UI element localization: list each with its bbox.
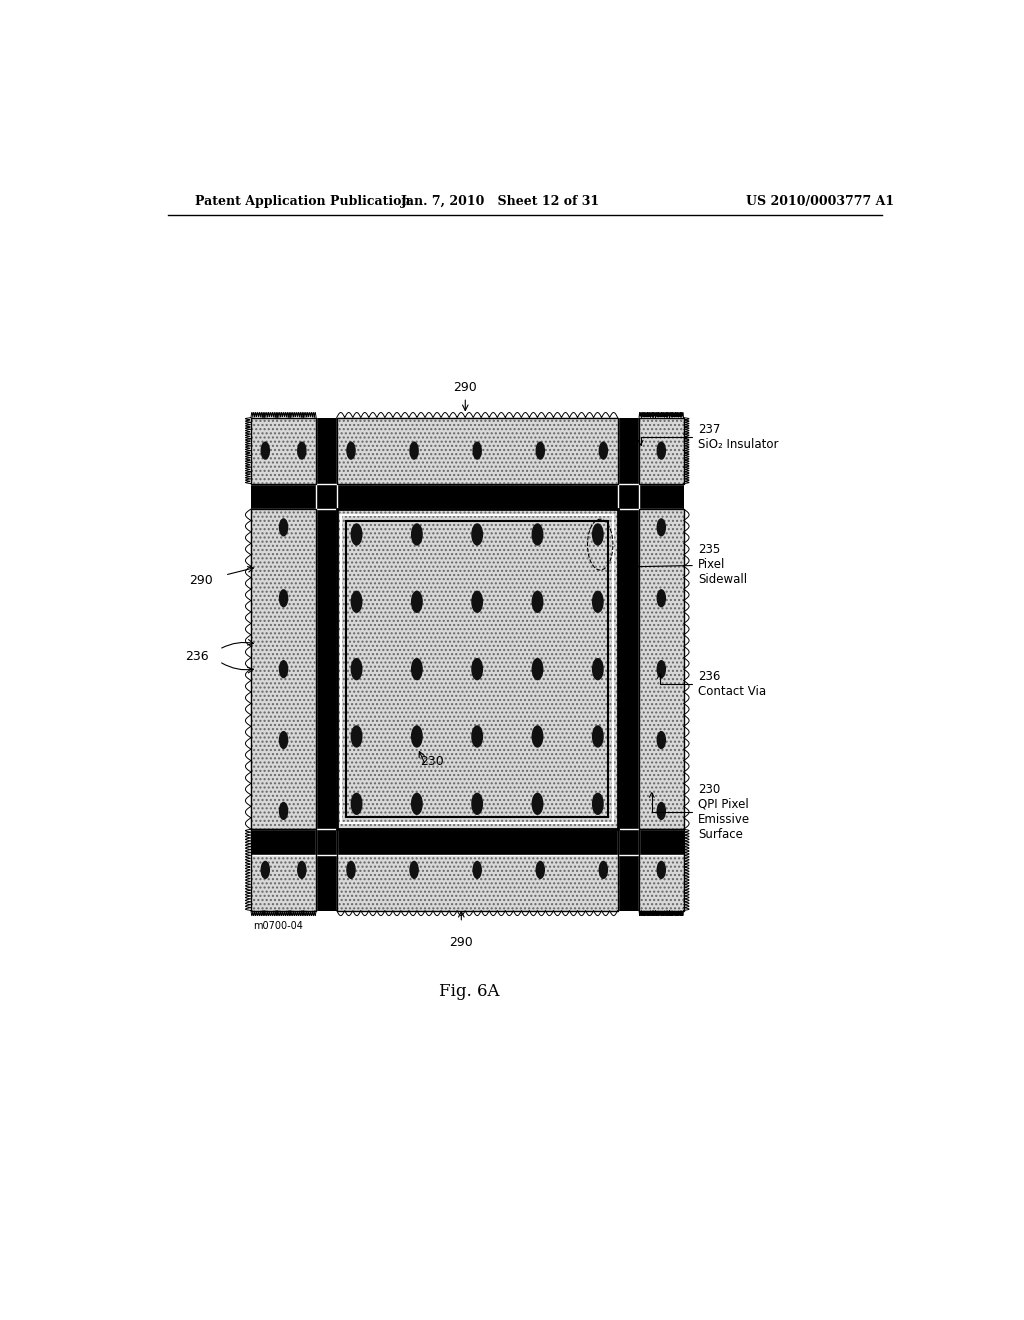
Bar	[251, 417, 316, 483]
Text: 290: 290	[454, 381, 477, 395]
Ellipse shape	[279, 731, 289, 750]
Bar	[251, 510, 316, 829]
Bar	[639, 417, 684, 483]
Ellipse shape	[472, 861, 482, 879]
Ellipse shape	[592, 725, 604, 747]
Ellipse shape	[260, 861, 270, 879]
Bar	[639, 510, 684, 829]
Ellipse shape	[531, 523, 544, 545]
Ellipse shape	[279, 801, 289, 820]
Bar	[639, 829, 684, 911]
Ellipse shape	[536, 441, 545, 459]
Ellipse shape	[592, 792, 604, 814]
Text: US 2010/0003777 A1: US 2010/0003777 A1	[745, 194, 894, 207]
Ellipse shape	[592, 657, 604, 680]
Ellipse shape	[410, 861, 419, 879]
Ellipse shape	[346, 441, 355, 459]
Text: 236: 236	[185, 649, 209, 663]
Text: 235
Pixel
Sidewall: 235 Pixel Sidewall	[624, 544, 746, 586]
Ellipse shape	[297, 861, 306, 879]
Ellipse shape	[599, 441, 608, 459]
Ellipse shape	[346, 861, 355, 879]
Bar	[639, 829, 684, 911]
Bar	[251, 510, 316, 829]
Bar	[251, 510, 316, 829]
Ellipse shape	[279, 519, 289, 536]
Ellipse shape	[472, 441, 482, 459]
Ellipse shape	[411, 792, 423, 814]
Bar	[251, 829, 316, 911]
Text: Patent Application Publication: Patent Application Publication	[196, 194, 411, 207]
Ellipse shape	[350, 523, 362, 545]
Ellipse shape	[656, 861, 666, 879]
Ellipse shape	[531, 725, 544, 747]
Bar	[251, 483, 684, 510]
Bar	[316, 417, 337, 911]
Ellipse shape	[592, 590, 604, 612]
Ellipse shape	[350, 792, 362, 814]
Bar	[639, 417, 684, 483]
Bar	[337, 829, 617, 911]
Ellipse shape	[279, 660, 289, 678]
Text: 290: 290	[189, 574, 213, 586]
Ellipse shape	[411, 590, 423, 612]
Ellipse shape	[531, 590, 544, 612]
Ellipse shape	[350, 725, 362, 747]
Ellipse shape	[411, 523, 423, 545]
Ellipse shape	[656, 441, 666, 459]
Ellipse shape	[471, 523, 483, 545]
Ellipse shape	[531, 657, 544, 680]
Ellipse shape	[592, 523, 604, 545]
Ellipse shape	[471, 792, 483, 814]
Ellipse shape	[599, 861, 608, 879]
Bar	[251, 417, 316, 483]
Ellipse shape	[279, 589, 289, 607]
Bar	[341, 515, 613, 824]
Ellipse shape	[471, 657, 483, 680]
Ellipse shape	[471, 725, 483, 747]
Text: 237
SiO₂ Insulator: 237 SiO₂ Insulator	[638, 422, 778, 451]
Text: Fig. 6A: Fig. 6A	[439, 983, 500, 1001]
Bar	[251, 829, 316, 911]
Ellipse shape	[656, 801, 666, 820]
Ellipse shape	[656, 660, 666, 678]
Ellipse shape	[531, 792, 544, 814]
Ellipse shape	[656, 589, 666, 607]
Bar	[337, 417, 617, 483]
Ellipse shape	[656, 731, 666, 750]
Ellipse shape	[350, 590, 362, 612]
Ellipse shape	[411, 725, 423, 747]
Bar	[639, 417, 684, 483]
Bar	[337, 417, 617, 483]
Ellipse shape	[410, 441, 419, 459]
Ellipse shape	[656, 519, 666, 536]
Bar	[337, 829, 617, 911]
Ellipse shape	[297, 441, 306, 459]
Text: m0700-04: m0700-04	[253, 921, 303, 931]
Ellipse shape	[471, 590, 483, 612]
Bar	[251, 417, 316, 483]
Bar	[346, 521, 608, 817]
Bar	[251, 829, 316, 911]
Ellipse shape	[536, 861, 545, 879]
Bar	[639, 829, 684, 911]
Text: Jan. 7, 2010   Sheet 12 of 31: Jan. 7, 2010 Sheet 12 of 31	[401, 194, 600, 207]
Text: 230: 230	[420, 755, 443, 768]
Bar	[251, 829, 684, 854]
Bar	[337, 510, 617, 829]
Ellipse shape	[350, 657, 362, 680]
Text: 290: 290	[450, 936, 473, 949]
Bar	[639, 510, 684, 829]
Text: 230
QPI Pixel
Emissive
Surface: 230 QPI Pixel Emissive Surface	[649, 783, 750, 841]
Bar	[337, 510, 617, 829]
Bar	[337, 829, 617, 911]
Ellipse shape	[260, 441, 270, 459]
Bar	[639, 510, 684, 829]
Bar	[337, 510, 617, 829]
Text: 236
Contact Via: 236 Contact Via	[657, 669, 766, 698]
Ellipse shape	[411, 657, 423, 680]
Bar	[337, 417, 617, 483]
Bar	[617, 417, 639, 911]
